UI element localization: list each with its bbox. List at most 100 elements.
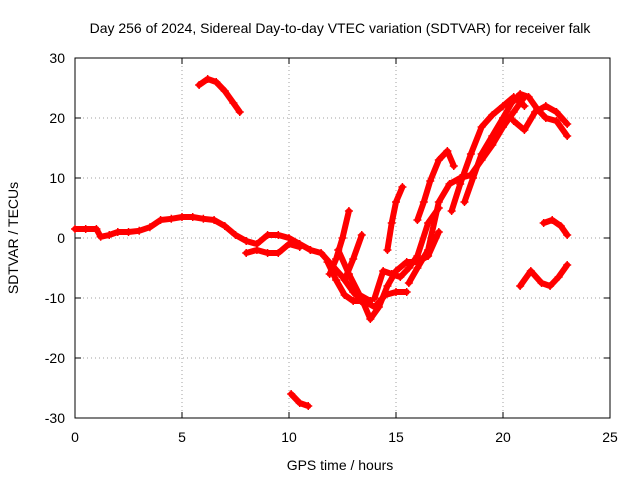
data-point xyxy=(449,162,458,170)
data-point xyxy=(355,291,364,299)
data-point xyxy=(332,276,341,284)
data-point xyxy=(396,273,405,281)
series-line xyxy=(384,184,406,253)
data-point xyxy=(469,174,478,182)
data-point xyxy=(317,249,326,257)
data-point xyxy=(242,249,251,257)
data-point xyxy=(235,108,244,116)
data-point xyxy=(488,132,497,140)
data-point xyxy=(434,198,443,206)
data-point xyxy=(304,402,313,410)
data-point xyxy=(445,180,454,188)
data-point xyxy=(488,111,497,119)
series-line xyxy=(517,262,571,289)
y-axis-label: SDTVAR / TECUs xyxy=(5,182,21,294)
data-point xyxy=(340,291,349,299)
series-arc-low xyxy=(287,390,313,410)
data-point xyxy=(402,258,411,266)
data-point xyxy=(344,207,353,215)
series-rise-d xyxy=(413,147,458,224)
data-point xyxy=(145,223,154,232)
data-point xyxy=(338,234,347,242)
data-point xyxy=(541,114,550,122)
data-point xyxy=(541,102,550,110)
data-point xyxy=(413,264,422,272)
data-point xyxy=(509,117,518,125)
data-point xyxy=(434,228,443,236)
data-point xyxy=(203,75,212,83)
x-tick-label: 20 xyxy=(495,429,511,445)
data-point xyxy=(520,126,529,134)
data-point xyxy=(156,216,165,224)
data-point xyxy=(81,225,90,233)
series-line xyxy=(540,217,571,238)
data-point xyxy=(366,297,375,305)
data-point xyxy=(167,214,176,223)
data-point xyxy=(404,279,413,287)
data-point xyxy=(392,288,400,296)
y-tick-label: 30 xyxy=(49,50,65,66)
y-tick-label: -20 xyxy=(45,350,65,366)
y-tick-label: 0 xyxy=(57,230,65,246)
series-line xyxy=(448,94,528,214)
data-point xyxy=(516,282,525,290)
data-point xyxy=(135,226,144,235)
y-tick-label: 10 xyxy=(49,170,65,186)
axis-ticks xyxy=(74,57,611,419)
data-point xyxy=(563,231,572,239)
data-point xyxy=(402,288,411,296)
data-point xyxy=(381,291,390,299)
series-rise-f xyxy=(447,93,529,215)
y-tick-labels: -30 -20 -10 0 10 20 30 xyxy=(45,50,65,426)
data-point xyxy=(188,213,197,221)
data-point xyxy=(434,156,443,164)
series-top-right xyxy=(509,102,572,134)
data-point xyxy=(552,117,561,125)
data-point xyxy=(383,246,392,254)
data-point xyxy=(509,93,518,101)
data-point xyxy=(526,267,535,275)
data-point xyxy=(509,108,518,116)
series-late-upper xyxy=(539,216,572,239)
data-point xyxy=(539,219,548,227)
data-point xyxy=(563,261,572,269)
data-point xyxy=(520,102,529,110)
data-point xyxy=(242,237,251,245)
data-point xyxy=(71,225,79,233)
data-point xyxy=(212,78,221,86)
data-point xyxy=(366,315,375,323)
data-point xyxy=(357,231,366,239)
data-point xyxy=(516,90,525,98)
data-point xyxy=(370,294,379,302)
data-point xyxy=(263,249,272,257)
x-tick-label: 0 xyxy=(71,429,79,445)
data-point xyxy=(220,87,229,95)
series-late-lower xyxy=(516,261,572,290)
data-point xyxy=(323,258,332,266)
data-point xyxy=(252,246,261,254)
data-point xyxy=(413,252,422,260)
data-point xyxy=(349,297,358,305)
series-line xyxy=(335,247,374,304)
data-point xyxy=(499,114,507,122)
data-point xyxy=(306,246,315,254)
y-tick-label: -10 xyxy=(45,290,65,306)
data-point xyxy=(295,399,304,407)
data-point xyxy=(387,270,396,278)
data-point xyxy=(424,246,433,254)
chart-title: Day 256 of 2024, Sidereal Day-to-day VTE… xyxy=(90,20,592,36)
data-point xyxy=(524,93,533,101)
data-point xyxy=(477,123,486,131)
data-point xyxy=(466,150,475,158)
y-tick-label: -30 xyxy=(45,410,65,426)
data-point xyxy=(537,279,546,287)
data-point xyxy=(387,219,396,227)
data-point xyxy=(370,303,379,311)
data-point xyxy=(285,240,293,248)
data-point xyxy=(287,390,296,398)
data-point xyxy=(413,216,422,224)
data-point xyxy=(499,102,507,110)
data-point xyxy=(379,267,388,275)
data-point xyxy=(392,198,400,206)
